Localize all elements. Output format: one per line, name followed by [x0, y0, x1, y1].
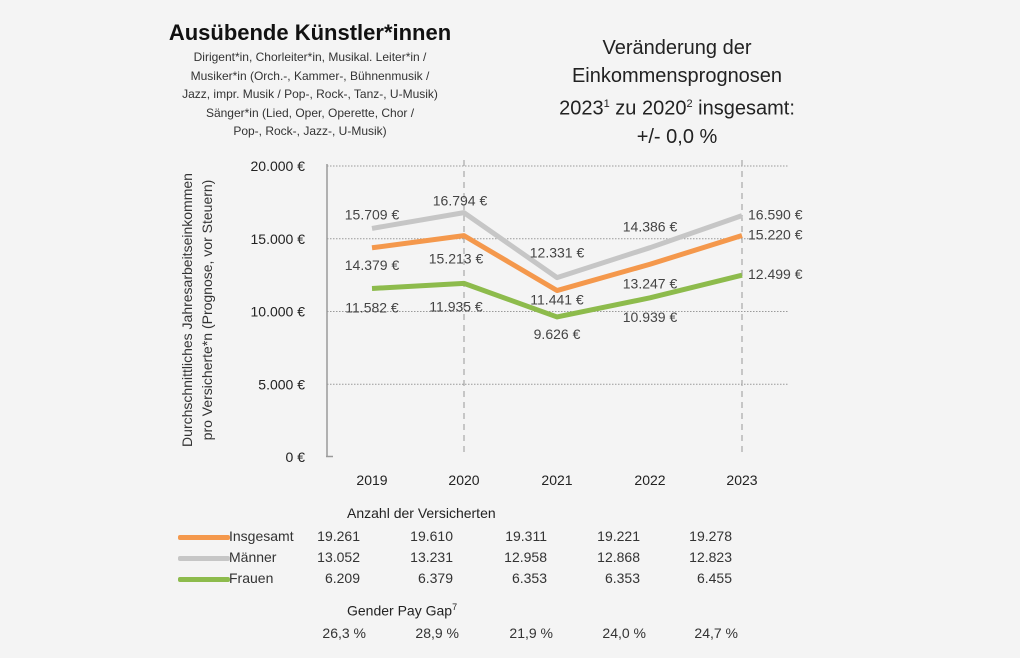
data-label: 12.499 €	[748, 266, 803, 282]
table-cell: 6.353	[511, 570, 547, 586]
data-label: 13.247 €	[623, 275, 678, 291]
y-tick-label: 5.000 €	[258, 376, 305, 392]
table-cell: 19.311	[505, 528, 547, 544]
x-tick-label: 2020	[448, 472, 479, 488]
y-axis-label: Durchschnittliches Jahresarbeitseinkomme…	[179, 173, 195, 447]
y-axis-label: pro Versicherte*n (Prognose, vor Steuern…	[199, 180, 215, 441]
legend-label: Frauen	[229, 570, 274, 586]
table-cell: 6.379	[417, 570, 453, 586]
legend-swatch-insgesamt	[178, 535, 230, 540]
table-cell: 19.221	[597, 528, 640, 544]
table-heading: Anzahl der Versicherten	[347, 505, 496, 521]
gender-pay-gap-value: 28,9 %	[415, 625, 459, 641]
data-label: 9.626 €	[534, 326, 581, 342]
change-value: +/- 0,0 %	[636, 125, 718, 148]
data-label: 12.331 €	[530, 245, 585, 261]
y-tick-label: 20.000 €	[251, 158, 306, 174]
table-cell: 12.958	[504, 549, 547, 565]
table-cell: 13.052	[317, 549, 360, 565]
table-cell: 6.455	[696, 570, 732, 586]
chart-subtitle: Dirigent*in, Chorleiter*in, Musikal. Lei…	[182, 50, 438, 138]
footnote-1: 1	[603, 98, 610, 110]
data-label: 15.709 €	[345, 206, 400, 222]
change-line-1: Veränderung der	[602, 37, 752, 59]
table-cell: 19.610	[410, 528, 453, 544]
gender-pay-gap-value: 24,0 %	[602, 625, 646, 641]
change-summary: Veränderung der Einkommensprognosen 2023…	[517, 34, 837, 151]
footnote-2: 2	[686, 98, 693, 110]
gender-pay-gap-value: 21,9 %	[509, 625, 553, 641]
legend-label: Insgesamt	[229, 528, 294, 544]
gender-pay-gap-heading: Gender Pay Gap7	[347, 602, 457, 619]
legend-label: Männer	[229, 549, 277, 565]
chart-title: Ausübende Künstler*innen	[168, 20, 452, 45]
data-label: 11.935 €	[429, 298, 483, 314]
legend-swatch-frauen	[178, 577, 230, 582]
series-line-insgesamt	[371, 233, 743, 294]
legend-swatch-männer	[178, 556, 230, 561]
year-2020: zu 2020	[609, 97, 687, 120]
table-cell: 13.231	[410, 549, 453, 565]
year-2023: 2023	[559, 97, 604, 120]
change-line-3: 20231 zu 20202 insgesamt:	[517, 90, 837, 123]
x-tick-label: 2019	[356, 472, 387, 488]
x-tick-label: 2021	[541, 472, 572, 488]
table-cell: 19.261	[317, 528, 360, 544]
data-label: 16.590 €	[748, 207, 803, 223]
series-line-männer	[371, 210, 743, 281]
table-cell: 19.278	[689, 528, 732, 544]
x-tick-label: 2023	[726, 472, 757, 488]
data-label: 10.939 €	[623, 309, 678, 325]
table-cell: 12.823	[689, 549, 732, 565]
series-line-frauen	[371, 272, 743, 320]
gender-pay-gap-value: 24,7 %	[694, 625, 738, 641]
table-cell: 6.353	[604, 570, 640, 586]
data-label: 11.441 €	[530, 292, 584, 308]
data-label: 14.379 €	[345, 257, 400, 273]
table-cell: 6.209	[324, 570, 360, 586]
data-label: 11.582 €	[345, 299, 399, 315]
data-label: 15.213 €	[429, 251, 484, 267]
data-label: 16.794 €	[433, 193, 488, 209]
data-label: 15.220 €	[748, 227, 803, 243]
change-suffix: insgesamt:	[692, 97, 795, 120]
y-tick-label: 0 €	[286, 449, 306, 465]
gender-pay-gap-value: 26,3 %	[322, 625, 366, 641]
x-tick-label: 2022	[634, 472, 665, 488]
change-line-2: Einkommensprognosen	[571, 65, 783, 87]
y-tick-label: 15.000 €	[251, 231, 306, 247]
y-tick-label: 10.000 €	[251, 304, 306, 320]
data-label: 14.386 €	[623, 219, 678, 235]
table-cell: 12.868	[597, 549, 640, 565]
footnote-7: 7	[452, 602, 458, 612]
gap-heading-text: Gender Pay Gap	[347, 602, 453, 619]
